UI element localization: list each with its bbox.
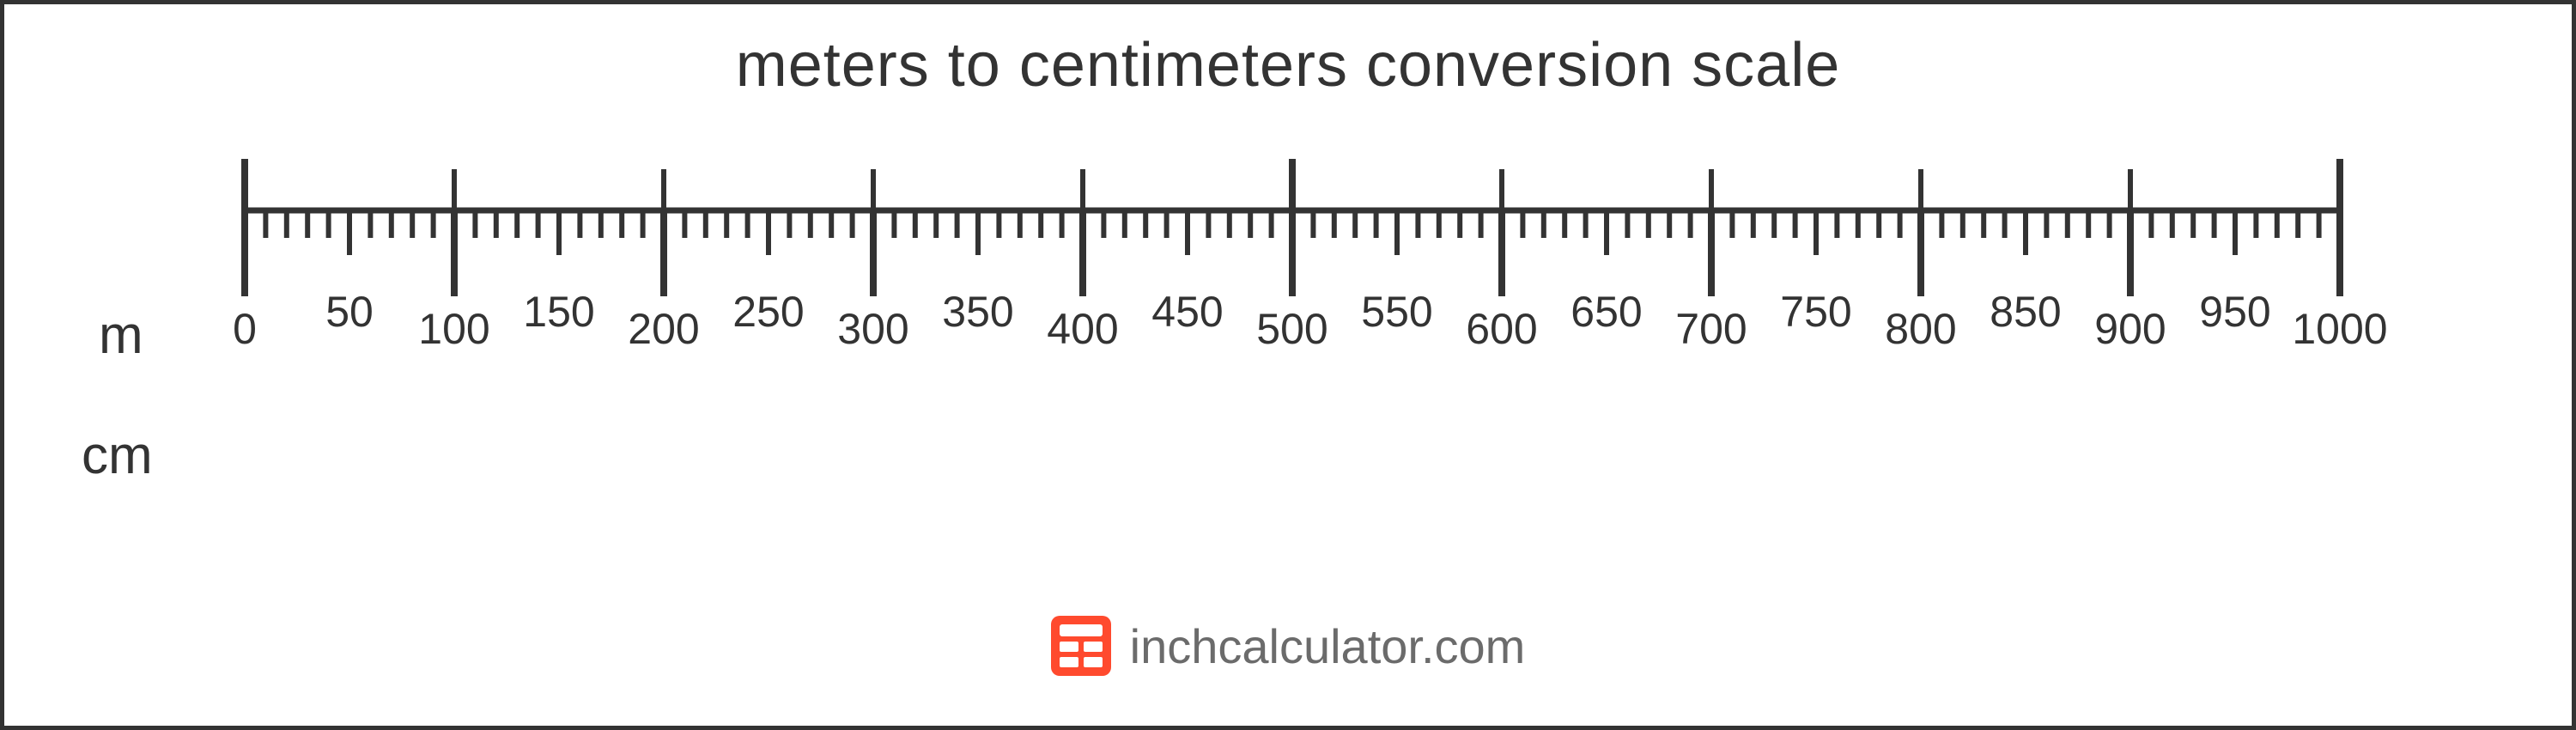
svg-text:900: 900	[2094, 305, 2166, 353]
calculator-icon	[1051, 616, 1111, 676]
ruler-svg: 0510050100150200250300350400450500550600…	[4, 159, 2409, 520]
svg-text:150: 150	[523, 288, 594, 336]
svg-text:450: 450	[1151, 288, 1223, 336]
page-title: meters to centimeters conversion scale	[4, 30, 2572, 100]
svg-text:0: 0	[233, 305, 257, 353]
svg-text:300: 300	[837, 305, 908, 353]
svg-text:550: 550	[1361, 288, 1432, 336]
ruler-container: m cm 05100501001502002503003504004505005…	[4, 159, 2572, 520]
svg-text:350: 350	[942, 288, 1013, 336]
svg-text:50: 50	[325, 288, 374, 336]
svg-text:200: 200	[628, 305, 699, 353]
conversion-scale-frame: meters to centimeters conversion scale m…	[0, 0, 2576, 730]
svg-text:250: 250	[732, 288, 804, 336]
svg-text:800: 800	[1885, 305, 1956, 353]
svg-text:950: 950	[2199, 288, 2270, 336]
footer-text: inchcalculator.com	[1130, 618, 1526, 674]
svg-text:1000: 1000	[2292, 305, 2387, 353]
svg-text:100: 100	[418, 305, 489, 353]
svg-text:500: 500	[1256, 305, 1327, 353]
svg-text:400: 400	[1047, 305, 1118, 353]
footer: inchcalculator.com	[4, 616, 2572, 687]
svg-text:650: 650	[1571, 288, 1642, 336]
svg-text:700: 700	[1675, 305, 1747, 353]
svg-text:600: 600	[1466, 305, 1537, 353]
svg-text:750: 750	[1780, 288, 1851, 336]
svg-text:850: 850	[1990, 288, 2061, 336]
